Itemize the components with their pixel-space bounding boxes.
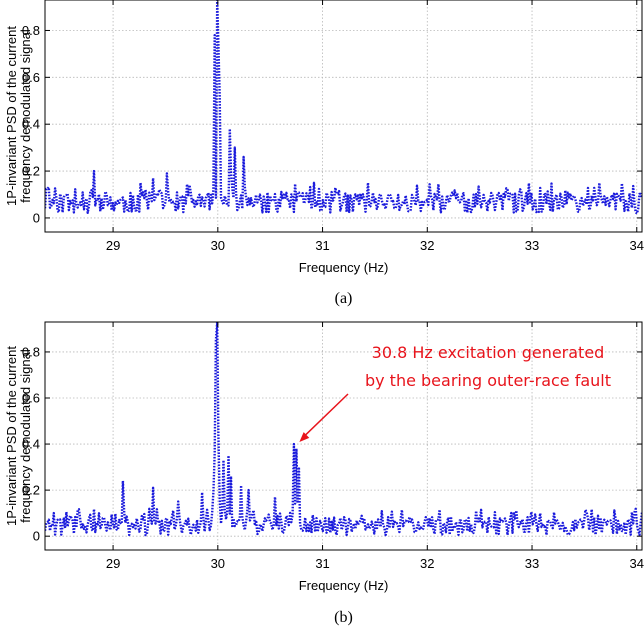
x-tick-label: 33 [525, 556, 539, 571]
x-axis-label-a: Frequency (Hz) [299, 260, 389, 275]
y-tick-label: 0.4 [22, 437, 40, 452]
panel-caption-a: (a) [335, 290, 353, 307]
x-tick-label: 29 [106, 238, 120, 253]
y-tick-label: 0 [33, 529, 40, 544]
grid-a [45, 0, 642, 232]
psd-series-line [45, 322, 642, 537]
annotation-line1: 30.8 Hz excitation generated [372, 343, 605, 362]
annotation-arrow [302, 393, 349, 438]
x-tick-label: 30 [211, 238, 225, 253]
x-tick-label: 31 [315, 238, 329, 253]
plot-frame-a [44, 0, 643, 233]
x-tick-label: 34 [630, 238, 644, 253]
ticks-a: 29 30 31 32 33 34 0 0.2 0.4 0.6 0.8 [22, 0, 644, 253]
y-axis-label-b: 1P-invariant PSD of the current frequenc… [4, 346, 33, 526]
x-tick-label: 34 [630, 556, 644, 571]
y-tick-label: 0 [33, 210, 40, 225]
y-tick-label: 0.2 [22, 483, 40, 498]
y-tick-label: 0.4 [22, 117, 40, 132]
grid-b [45, 322, 642, 550]
y-tick-label: 0.8 [22, 344, 40, 359]
series-a [45, 0, 642, 215]
panel-a: 29 30 31 32 33 34 0 0.2 0.4 0.6 0.8 Frequency (Hz)… [4, 0, 644, 307]
panel-caption-b: (b) [334, 609, 353, 626]
y-axis-label-a: 1P-invariant PSD of the current frequenc… [4, 26, 33, 206]
x-tick-label: 33 [525, 238, 539, 253]
x-tick-label: 29 [106, 556, 120, 571]
fault-annotation: 30.8 Hz excitation generated by the bear… [299, 343, 611, 443]
annotation-line2: by the bearing outer-race fault [365, 371, 611, 390]
y-tick-label: 0.6 [22, 391, 40, 406]
y-tick-label: 0.2 [22, 164, 40, 179]
y-axis-label-a-line1: 1P-invariant PSD of the current [4, 26, 19, 206]
panel-b: 29 30 31 32 33 34 0 0.2 0.4 0.6 0.8 Frequency (Hz)… [4, 321, 644, 626]
y-tick-label: 0.8 [22, 23, 40, 38]
series-b [45, 322, 642, 537]
x-tick-label: 30 [211, 556, 225, 571]
x-tick-label: 31 [315, 556, 329, 571]
annotation-arrow-head [299, 432, 310, 443]
y-tick-label: 0.6 [22, 70, 40, 85]
plot-frame-b [44, 321, 643, 551]
x-tick-label: 32 [420, 238, 434, 253]
y-axis-label-b-line2: frequency demodulated signal [18, 349, 33, 523]
y-axis-label-a-line2: frequency demodulated signal [18, 29, 33, 203]
ticks-b: 29 30 31 32 33 34 0 0.2 0.4 0.6 0.8 [22, 322, 644, 571]
x-tick-label: 32 [420, 556, 434, 571]
y-axis-label-b-line1: 1P-invariant PSD of the current [4, 346, 19, 526]
x-axis-label-b: Frequency (Hz) [299, 578, 389, 593]
psd-series-line [45, 0, 642, 215]
